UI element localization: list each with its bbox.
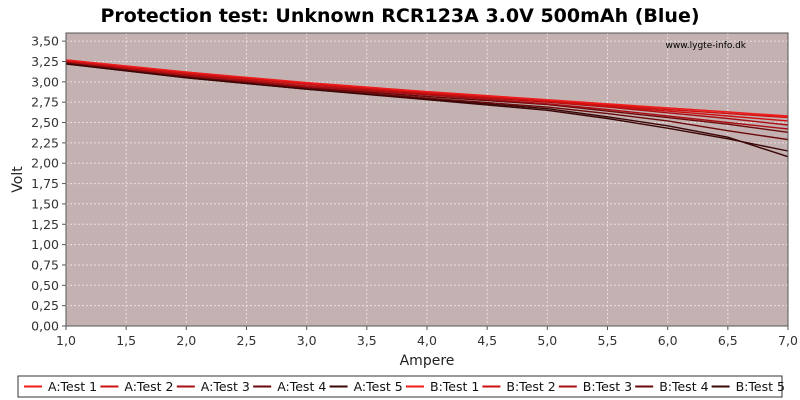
legend-label: B:Test 2 — [506, 379, 555, 394]
legend-label: B:Test 4 — [659, 379, 708, 394]
x-tick-label: 1,0 — [56, 333, 76, 348]
y-tick-label: 2,25 — [31, 135, 59, 150]
series-line-a-test-3 — [65, 61, 789, 126]
series-line-b-test-3 — [65, 61, 789, 130]
series-line-b-test-2 — [65, 60, 789, 122]
x-tick-label: 7,0 — [778, 333, 798, 348]
y-tick-label: 3,00 — [31, 74, 59, 89]
x-tick-label: 5,0 — [537, 333, 557, 348]
x-tick-label: 2,0 — [176, 333, 196, 348]
watermark-text: www.lygte-info.dk — [666, 41, 747, 51]
x-tick-label: 4,5 — [477, 333, 497, 348]
y-tick-label: 2,75 — [31, 95, 59, 110]
y-tick-label: 0,25 — [31, 298, 59, 313]
series-line-b-test-1 — [65, 59, 789, 118]
x-tick-label: 5,5 — [598, 333, 618, 348]
y-axis-label: Volt — [10, 166, 26, 193]
axis-ticks: 1,0 1,5 2,0 2,5 3,0 3,5 4,0 4,5 5,0 5,5 6,0 6,5 7,0 0… — [31, 34, 798, 348]
series-lines — [65, 59, 789, 158]
legend: A:Test 1 A:Test 2 A:Test 3 A:Test 4 A:Test 5… — [24, 379, 785, 394]
y-tick-label: 1,25 — [31, 217, 59, 232]
x-tick-label: 1,5 — [116, 333, 136, 348]
series-line-a-test-4 — [65, 62, 789, 133]
series-line-b-test-4 — [65, 62, 789, 141]
legend-box — [17, 375, 783, 398]
legend-label: B:Test 1 — [430, 379, 479, 394]
legend-label: A:Test 2 — [124, 379, 173, 394]
y-tick-label: 3,50 — [31, 34, 59, 49]
legend-label: A:Test 1 — [48, 379, 97, 394]
legend-label: A:Test 5 — [354, 379, 403, 394]
y-tick-label: 0,00 — [31, 319, 59, 334]
y-tick-label: 1,00 — [31, 237, 59, 252]
y-tick-label: 1,50 — [31, 196, 59, 211]
y-tick-label: 0,50 — [31, 278, 59, 293]
series-line-b-test-5 — [65, 63, 789, 152]
x-tick-label: 6,5 — [718, 333, 738, 348]
x-tick-label: 6,0 — [658, 333, 678, 348]
x-tick-label: 3,5 — [357, 333, 377, 348]
legend-label: A:Test 4 — [277, 379, 326, 394]
y-tick-label: 0,75 — [31, 257, 59, 272]
x-tick-label: 2,5 — [237, 333, 257, 348]
legend-label: B:Test 3 — [583, 379, 632, 394]
x-tick-label: 4,0 — [417, 333, 437, 348]
x-tick-label: 3,0 — [297, 333, 317, 348]
y-tick-label: 3,25 — [31, 54, 59, 69]
y-tick-label: 1,75 — [31, 176, 59, 191]
y-tick-label: 2,00 — [31, 156, 59, 171]
x-axis-label: Ampere — [400, 353, 455, 369]
chart-title: Protection test: Unknown RCR123A 3.0V 50… — [100, 5, 699, 27]
y-tick-label: 2,50 — [31, 115, 59, 130]
legend-label: A:Test 3 — [201, 379, 250, 394]
legend-label: B:Test 5 — [736, 379, 785, 394]
